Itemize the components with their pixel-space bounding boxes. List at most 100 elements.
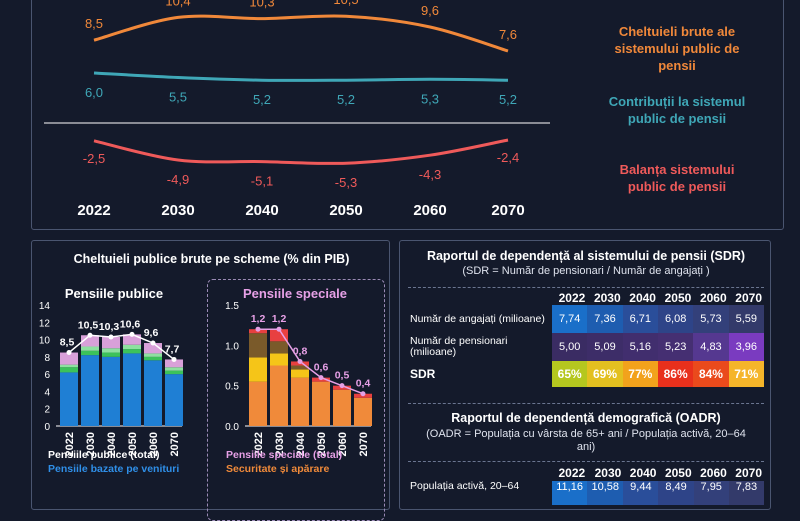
public-bar-segment xyxy=(123,349,141,354)
special-bar-segment xyxy=(291,369,309,378)
special-total-point xyxy=(318,375,324,381)
sdr-year: 2030 xyxy=(593,291,621,305)
sdr-cell: 5,73 xyxy=(693,305,729,333)
special-chart-title: Pensiile speciale xyxy=(243,286,347,301)
year-axis-label: 2070 xyxy=(491,202,524,219)
public-bar-segment xyxy=(102,348,120,353)
oadr-cell: 8,49 xyxy=(658,481,694,505)
balance-value-label: -4,3 xyxy=(419,167,441,182)
oadr-cell: 9,44 xyxy=(623,481,659,505)
contributions-value-label: 6,0 xyxy=(85,85,103,100)
public-bar-segment xyxy=(144,356,162,361)
special-bar-segment xyxy=(291,365,309,370)
sdr-cell: 7,36 xyxy=(587,305,623,333)
public-x-tick-label: 2040 xyxy=(106,432,118,456)
top-panel: 8,5 10,4 10,3 10,5 9,6 7,6 6,0 5,5 5,2 5,2 5,3 5,2 -… xyxy=(31,0,784,230)
public-total-point xyxy=(108,334,114,340)
legend-spending: Cheltuieli brute ale sistemului public d… xyxy=(614,24,740,73)
public-y-tick-label: 14 xyxy=(39,301,51,312)
sdr-cell: 4,83 xyxy=(693,333,729,361)
oadr-table: 2022 2030 2040 2050 2060 2070 Populația … xyxy=(408,465,764,505)
oadr-subtitle: (OADR = Populația cu vârsta de 65+ ani /… xyxy=(426,428,746,453)
special-total-label: 1,2 xyxy=(272,313,287,325)
legend-balance: Balanța sistemului public de pensii xyxy=(619,162,735,194)
sdr-title: Raportul de dependență al sistemului de … xyxy=(426,249,746,263)
public-chart-title: Pensiile publice xyxy=(65,286,163,301)
public-x-tick-label: 2070 xyxy=(169,432,181,456)
dependency-panel: Raportul de dependență al sistemului de … xyxy=(399,240,771,510)
sdr-cell: 5,00 xyxy=(552,333,588,361)
oadr-divider-2 xyxy=(408,461,764,462)
contributions-value-label: 5,5 xyxy=(169,90,187,105)
oadr-row-active: Populația activă, 20–64 11,16 10,58 9,44… xyxy=(408,481,764,505)
special-total-label: 1,2 xyxy=(251,313,266,325)
public-bar-segment xyxy=(81,346,99,351)
special-total-point xyxy=(255,326,261,332)
oadr-year: 2040 xyxy=(629,466,657,480)
public-total-point xyxy=(150,340,156,346)
spending-value-label: 9,6 xyxy=(421,3,439,18)
special-x-tick-label: 2050 xyxy=(316,432,328,456)
legend-public-income: Pensiile bazate pe venituri xyxy=(48,463,180,475)
year-axis-label: 2060 xyxy=(413,202,446,219)
public-total-label: 8,5 xyxy=(60,337,75,349)
spending-line xyxy=(93,14,509,53)
balance-value-label: -2,4 xyxy=(497,150,519,165)
public-y-tick-label: 2 xyxy=(44,405,50,416)
oadr-year: 2022 xyxy=(558,466,586,480)
oadr-title: Raportul de dependență demografică (OADR… xyxy=(451,411,721,425)
public-total-line xyxy=(68,333,175,361)
public-x-tick-label: 2030 xyxy=(85,432,97,456)
sdr-cell: 5,23 xyxy=(657,333,694,361)
special-x-tick-label: 2040 xyxy=(295,432,307,456)
spending-value-label: 10,4 xyxy=(165,0,190,8)
public-bar-segment xyxy=(165,359,183,368)
public-total-label: 7,7 xyxy=(165,343,180,355)
oadr-cell: 7,95 xyxy=(693,481,729,505)
public-bar-segment xyxy=(123,334,141,345)
special-total-point xyxy=(360,391,366,397)
public-total-label: 9,6 xyxy=(144,327,159,339)
special-y-tick-label: 1.0 xyxy=(225,341,239,352)
spending-value-label: 10,5 xyxy=(333,0,358,7)
year-axis-label: 2050 xyxy=(329,202,362,219)
special-bar-segment xyxy=(333,389,351,426)
special-total-label: 0,4 xyxy=(356,378,371,390)
public-bar-segment xyxy=(144,343,162,354)
public-bar-segment xyxy=(123,344,141,350)
public-bar-segment xyxy=(144,360,162,426)
spending-value-label: 8,5 xyxy=(85,16,103,31)
public-bar-segment xyxy=(60,352,78,365)
special-bar-segment xyxy=(270,365,288,426)
special-bar-segment xyxy=(270,353,288,366)
special-total-point xyxy=(276,326,282,332)
public-bar-segment xyxy=(81,350,99,356)
public-bar-segment xyxy=(123,353,141,426)
public-bar-segment xyxy=(81,335,99,347)
special-total-point xyxy=(339,383,345,389)
oadr-year: 2060 xyxy=(700,466,727,480)
sdr-divider xyxy=(408,287,764,288)
oadr-divider xyxy=(408,403,764,404)
public-bar-segment xyxy=(165,370,183,375)
schemes-title: Cheltuieli publice brute pe scheme (% di… xyxy=(73,252,350,266)
special-bar-segment xyxy=(291,377,309,426)
public-bar-segment xyxy=(144,353,162,357)
public-y-tick-label: 6 xyxy=(44,370,50,381)
special-total-point xyxy=(297,358,303,364)
special-x-tick-label: 2070 xyxy=(358,432,370,456)
spending-value-label: 10,3 xyxy=(249,0,274,10)
public-bar-segment xyxy=(102,356,120,426)
spending-value-label: 7,6 xyxy=(499,27,517,42)
public-bar-chart: Pensiile publice 0 2 4 6 8 10 12 14 2022 2030 2040 2… xyxy=(39,286,183,456)
sdr-row-pensioners: Număr de pensionari (milioane) 5,00 5,09… xyxy=(408,333,764,361)
legend-special-security: Securitate și apărare xyxy=(226,463,330,475)
public-total-label: 10,6 xyxy=(120,318,141,330)
special-bar-segment xyxy=(270,329,288,342)
legend-special-total: Pensiile speciale (total) xyxy=(226,449,343,461)
special-total-label: 0,5 xyxy=(335,370,350,382)
public-bar-segment xyxy=(81,355,99,426)
public-total-label: 10,3 xyxy=(99,321,120,333)
contributions-line xyxy=(93,71,509,82)
public-total-point xyxy=(66,350,72,356)
